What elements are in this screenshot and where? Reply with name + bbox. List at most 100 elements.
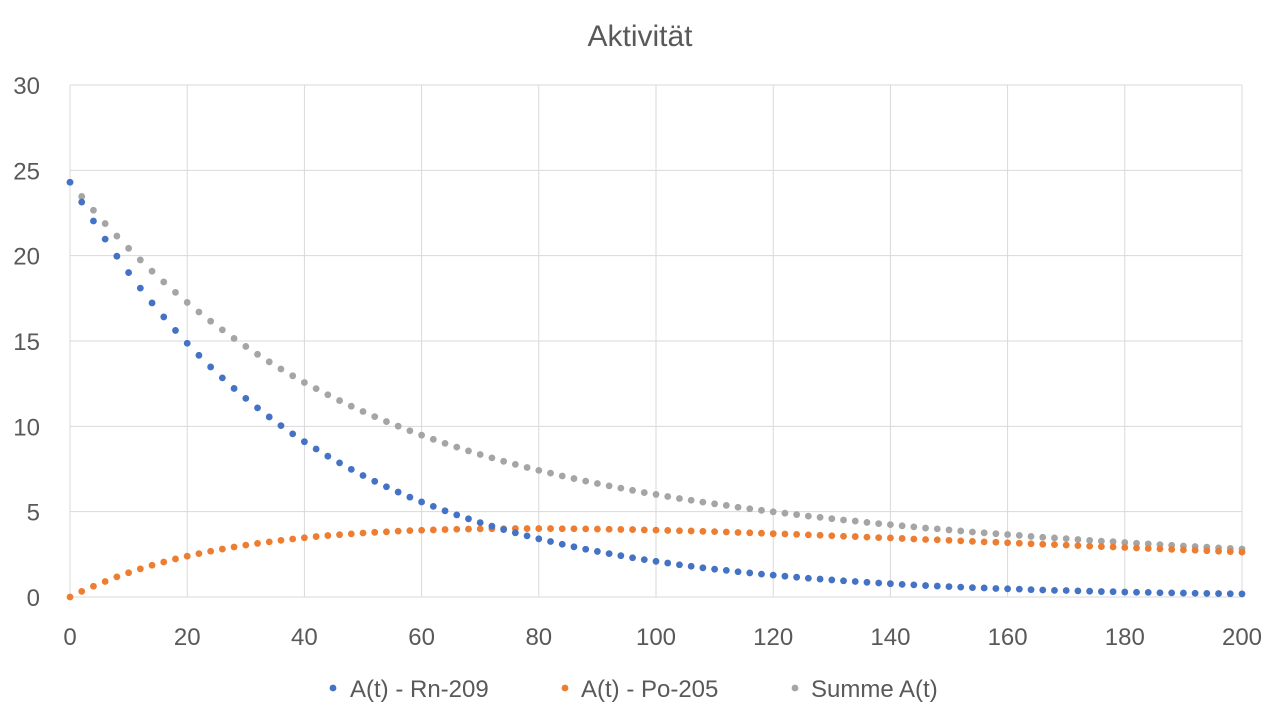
data-point — [769, 571, 777, 579]
data-point — [769, 530, 777, 538]
data-point — [1074, 536, 1082, 543]
data-point — [465, 447, 472, 455]
data-point — [535, 525, 543, 532]
data-point — [746, 529, 754, 537]
data-point — [711, 528, 718, 536]
data-point — [1097, 537, 1105, 545]
data-point — [957, 527, 965, 535]
data-point — [1133, 539, 1140, 547]
data-point — [1074, 587, 1082, 595]
data-point — [980, 538, 988, 546]
data-point — [1180, 546, 1187, 554]
y-tick-label: 5 — [27, 500, 40, 527]
data-point — [1097, 543, 1105, 551]
data-point — [617, 552, 625, 560]
data-point — [793, 530, 801, 538]
data-point — [1097, 588, 1105, 595]
data-point — [406, 527, 414, 535]
data-point — [734, 529, 742, 536]
data-point — [324, 532, 332, 539]
data-point — [289, 535, 297, 543]
data-point — [910, 523, 918, 531]
data-point — [195, 351, 203, 359]
data-point — [699, 498, 707, 506]
data-point — [207, 547, 215, 555]
data-point — [676, 527, 683, 535]
data-point — [664, 527, 672, 534]
data-point — [383, 418, 390, 425]
data-point — [523, 532, 531, 540]
data-point — [511, 460, 519, 468]
data-point — [301, 534, 308, 542]
legend-item: A(t) - Rn-209 — [329, 676, 489, 703]
data-point — [570, 543, 578, 551]
data-point — [1238, 590, 1246, 598]
data-point — [910, 535, 918, 543]
data-point — [406, 427, 414, 435]
data-point — [582, 477, 590, 485]
series-group — [66, 525, 1246, 601]
data-point — [136, 256, 144, 264]
data-point — [594, 548, 601, 555]
data-point — [969, 537, 976, 545]
data-point — [640, 526, 648, 534]
data-point — [758, 570, 765, 578]
x-tick-label: 120 — [753, 624, 793, 651]
data-point — [359, 529, 367, 537]
y-axis-ticks: 0 5 10 15 20 25 30 — [13, 73, 40, 612]
data-point — [652, 526, 660, 534]
x-tick-label: 180 — [1105, 624, 1145, 651]
data-point — [1004, 539, 1011, 547]
data-point — [347, 465, 355, 473]
data-point — [183, 552, 191, 560]
data-point — [781, 530, 789, 538]
data-point — [804, 531, 812, 539]
data-point — [476, 525, 484, 533]
y-tick-label: 10 — [13, 414, 40, 441]
data-point — [828, 576, 836, 584]
data-point — [523, 525, 531, 532]
data-point — [945, 536, 953, 544]
data-point — [113, 252, 121, 260]
data-point — [336, 459, 343, 467]
data-point — [1109, 588, 1117, 596]
data-point — [840, 577, 847, 585]
data-point — [652, 491, 660, 498]
data-point — [933, 536, 941, 544]
data-point — [1015, 539, 1023, 547]
data-point — [336, 397, 343, 404]
data-point — [594, 480, 601, 487]
data-point — [207, 363, 215, 371]
data-point — [828, 532, 836, 540]
data-point — [582, 545, 590, 553]
data-point — [840, 516, 847, 524]
data-point — [488, 454, 496, 462]
data-point — [570, 475, 578, 482]
data-point — [1027, 586, 1035, 594]
data-point — [113, 232, 121, 240]
data-point — [887, 521, 894, 529]
data-point — [804, 574, 812, 582]
data-point — [1015, 531, 1023, 539]
data-point — [406, 493, 414, 501]
data-point — [1121, 539, 1129, 546]
data-point — [242, 343, 250, 350]
data-point — [347, 530, 355, 538]
series-points — [66, 178, 1246, 601]
data-point — [90, 206, 97, 214]
data-point — [699, 527, 707, 535]
data-point — [523, 464, 531, 471]
data-point — [148, 561, 156, 569]
data-point — [359, 408, 367, 415]
data-point — [957, 537, 965, 545]
data-point — [793, 573, 801, 581]
data-point — [851, 578, 859, 585]
data-point — [980, 584, 988, 592]
data-point — [90, 582, 97, 590]
data-point — [840, 532, 847, 540]
data-point — [148, 267, 156, 275]
grid — [69, 84, 1243, 598]
data-point — [1051, 541, 1058, 549]
